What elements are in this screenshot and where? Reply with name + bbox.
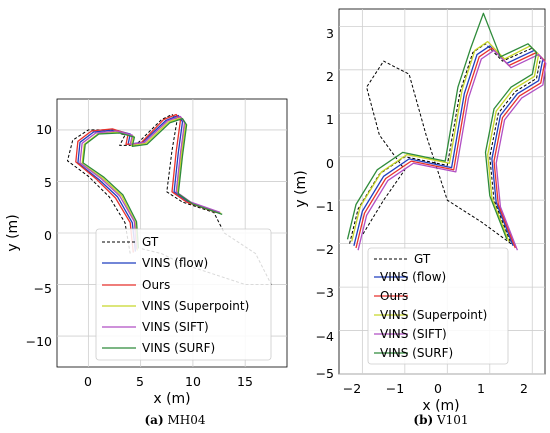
chart-b-series-line xyxy=(357,49,547,251)
chart-b-series-lines xyxy=(346,12,547,251)
chart-a-legend-label: VINS (SURF) xyxy=(142,341,215,355)
chart-a-series-line xyxy=(77,114,219,252)
chart-a-y-tick: 0 xyxy=(44,228,52,243)
chart-a-y-tick: −5 xyxy=(34,281,52,296)
chart-a-legend-label: VINS (SIFT) xyxy=(142,320,209,334)
chart-a-caption: (a) MH04 xyxy=(145,413,206,427)
chart-a-legend: GT VINS (flow) Ours VINS (Superpoint) VI… xyxy=(95,228,272,361)
chart-a-series-line xyxy=(79,115,221,250)
chart-b: −2 −1 0 1 2 3 2 1 0 −1 −2 −3 −4 −5 x (m)… xyxy=(293,8,547,427)
chart-b-series-line xyxy=(351,40,540,242)
chart-a-y-tick: 10 xyxy=(36,122,52,137)
chart-b-caption: (b) V101 xyxy=(413,413,468,427)
chart-a: 0 5 10 15 10 5 0 −5 −10 x (m) y (m) GT V… xyxy=(5,98,288,427)
chart-a-series-line xyxy=(67,114,272,285)
chart-b-legend: GT VINS (flow) Ours VINS (Superpoint) VI… xyxy=(367,247,509,365)
chart-a-x-tick: 0 xyxy=(84,374,92,389)
chart-a-series-line xyxy=(81,116,222,251)
chart-b-legend-label: VINS (Superpoint) xyxy=(380,308,487,322)
chart-a-x-axis-label: x (m) xyxy=(153,391,190,407)
chart-a-legend-label: VINS (Superpoint) xyxy=(142,299,249,313)
chart-b-y-tick: 2 xyxy=(326,69,334,84)
chart-b-y-axis-label: y (m) xyxy=(293,170,309,207)
chart-b-legend-label: VINS (SIFT) xyxy=(380,327,447,341)
chart-b-x-tick: 2 xyxy=(520,381,528,396)
chart-b-y-tick: 1 xyxy=(326,112,334,127)
chart-b-x-tick: 1 xyxy=(477,381,485,396)
chart-a-legend-label: Ours xyxy=(142,278,170,292)
chart-a-legend-box xyxy=(95,228,272,361)
chart-a-x-tick: 5 xyxy=(136,374,144,389)
chart-a-series-line xyxy=(75,113,217,253)
chart-b-legend-label: GT xyxy=(414,252,431,266)
chart-b-y-tick: −5 xyxy=(316,366,334,381)
chart-b-x-axis-label: x (m) xyxy=(422,398,459,414)
chart-b-legend-label: VINS (SURF) xyxy=(380,346,453,360)
chart-b-y-tick: −3 xyxy=(316,285,334,300)
chart-b-legend-label: VINS (flow) xyxy=(380,270,446,284)
chart-b-y-tick: 3 xyxy=(326,26,334,41)
chart-a-x-ticks: 0 5 10 15 xyxy=(84,374,253,389)
chart-b-x-tick: −1 xyxy=(386,381,404,396)
chart-b-x-tick: 0 xyxy=(434,381,442,396)
chart-a-y-tick: −10 xyxy=(26,334,52,349)
chart-a-legend-label: GT xyxy=(142,235,159,249)
chart-a-x-tick: 10 xyxy=(185,374,201,389)
chart-a-legend-label: VINS (flow) xyxy=(142,256,208,270)
chart-b-y-tick: −2 xyxy=(316,242,334,257)
chart-a-series-line xyxy=(82,117,223,249)
chart-a-series-lines xyxy=(67,113,272,285)
chart-b-x-ticks: −2 −1 0 1 2 xyxy=(343,381,528,396)
chart-a-y-tick: 5 xyxy=(44,175,52,190)
chart-b-x-tick: −2 xyxy=(343,381,361,396)
chart-b-legend-label: Ours xyxy=(380,289,408,303)
chart-b-y-tick: −1 xyxy=(316,199,334,214)
chart-b-series-line xyxy=(349,43,542,245)
chart-b-y-tick: 0 xyxy=(326,156,334,171)
chart-a-y-axis-label: y (m) xyxy=(5,214,21,251)
chart-b-y-tick: −4 xyxy=(316,329,334,344)
chart-a-y-ticks: 10 5 0 −5 −10 xyxy=(26,122,52,349)
chart-b-y-ticks: 3 2 1 0 −1 −2 −3 −4 −5 xyxy=(316,26,334,381)
chart-a-x-tick: 15 xyxy=(237,374,253,389)
chart-b-series-line xyxy=(346,12,538,240)
